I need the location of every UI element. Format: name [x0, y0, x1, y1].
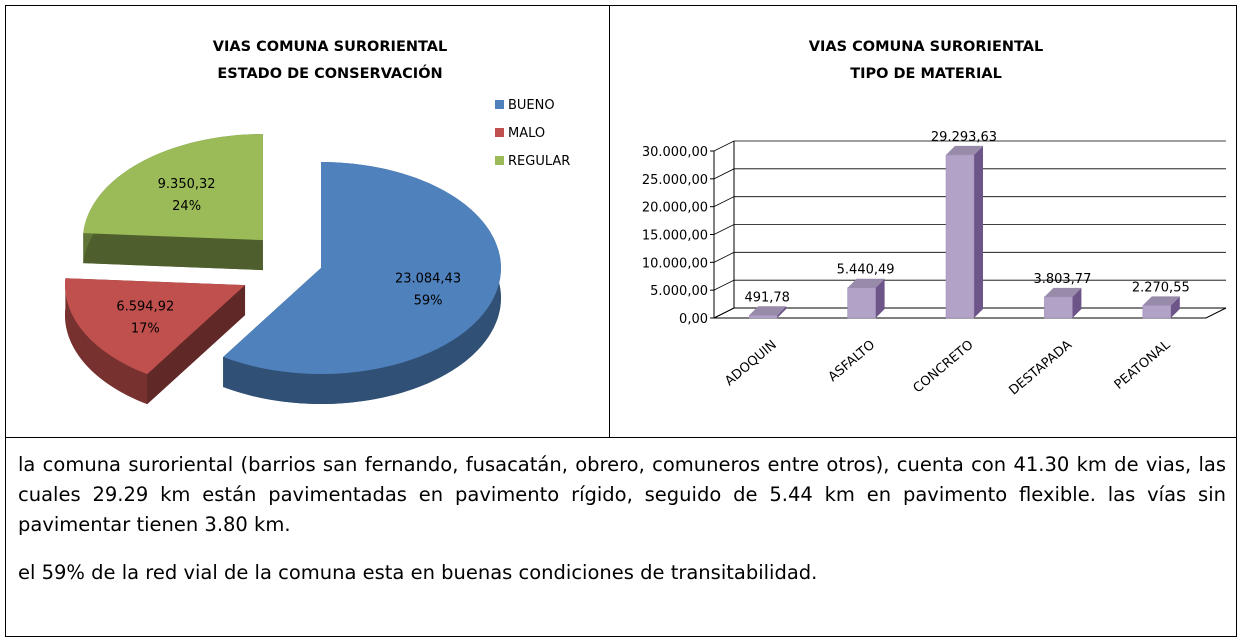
- pie-slice: [223, 162, 501, 375]
- pie-slice: [83, 134, 263, 241]
- paragraph: el 59% de la red vial de la comuna esta …: [18, 561, 818, 584]
- grid-line: [713, 196, 1226, 208]
- pie-subtitle: ESTADO DE CONSERVACIÓN: [217, 64, 442, 82]
- bar-side: [1170, 296, 1180, 318]
- x-tick-label: CONCRETO: [911, 338, 977, 397]
- x-tick-label: DESTAPADA: [1006, 338, 1075, 399]
- data-label: 23.084,43: [395, 272, 461, 287]
- bar: [945, 154, 975, 319]
- charts: VIAS COMUNA SURORIENTAL ESTADO DE CONSER…: [65, 39, 1227, 405]
- y-tick-label: 25.000,00: [642, 173, 708, 188]
- bar: [1142, 305, 1172, 319]
- legend-label: REGULAR: [508, 154, 570, 169]
- data-label: 491,78: [744, 290, 790, 305]
- grid-line: [713, 279, 1226, 291]
- document-table: VIAS COMUNA SURORIENTAL ESTADO DE CONSER…: [5, 5, 1237, 637]
- bar-side: [974, 145, 983, 318]
- grid-line: [713, 168, 1226, 180]
- bar-side: [875, 278, 885, 318]
- legend-swatch: [495, 156, 504, 165]
- legend-label: MALO: [508, 126, 545, 141]
- y-tick-label: 15.000,00: [642, 229, 708, 244]
- legend-swatch: [495, 100, 504, 109]
- data-label: 2.270,55: [1132, 280, 1190, 295]
- bar-top: [749, 306, 787, 316]
- legend-label: BUENO: [508, 98, 555, 113]
- data-label: 5.440,49: [837, 263, 895, 278]
- x-tick-label: PEATONAL: [1112, 337, 1174, 393]
- grid-line: [713, 140, 1226, 152]
- bar: [748, 315, 778, 319]
- y-tick-label: 20.000,00: [642, 201, 708, 216]
- bar: [847, 287, 876, 319]
- paragraph: la comuna suroriental (barrios san ferna…: [18, 453, 1226, 536]
- legend-swatch: [495, 128, 504, 137]
- y-tick-label: 10.000,00: [642, 256, 708, 271]
- percent-label: 17%: [131, 322, 160, 337]
- column-divider: [609, 6, 610, 437]
- x-tick-label: ASFALTO: [826, 338, 879, 385]
- bar-top: [1044, 287, 1082, 297]
- grid-line: [713, 251, 1226, 263]
- bar: [1044, 296, 1073, 319]
- slice-wall: [147, 285, 246, 405]
- data-label: 3.803,77: [1033, 272, 1091, 287]
- bar-top: [1142, 296, 1180, 306]
- slice-wall: [83, 233, 263, 271]
- body-text: la comuna suroriental (barrios san ferna…: [18, 450, 1226, 606]
- data-label: 6.594,92: [116, 300, 174, 315]
- y-tick-label: 5.000,00: [650, 284, 708, 299]
- data-label: 29.293,63: [931, 130, 997, 145]
- bar-side: [1072, 287, 1082, 318]
- bar-top: [847, 278, 885, 288]
- bar-subtitle: TIPO DE MATERIAL: [850, 66, 1002, 82]
- slice-rim: [223, 162, 501, 404]
- bar-title: VIAS COMUNA SURORIENTAL: [809, 39, 1043, 55]
- y-tick-label: 30.000,00: [642, 145, 708, 160]
- data-label: 9.350,32: [158, 177, 216, 192]
- percent-label: 59%: [414, 294, 443, 309]
- bar-group: [748, 306, 787, 319]
- grid-line: [713, 224, 1226, 235]
- pie-title: VIAS COMUNA SURORIENTAL: [213, 39, 447, 55]
- slice-rim: [65, 278, 148, 405]
- bar-group: [945, 145, 983, 319]
- bar-side: [777, 306, 787, 318]
- y-tick-label: 0,00: [679, 312, 708, 327]
- bar-group: [847, 278, 885, 319]
- percent-label: 24%: [172, 199, 201, 214]
- chart-row: VIAS COMUNA SURORIENTAL ESTADO DE CONSER…: [6, 6, 1236, 438]
- x-tick-label: ADOQUIN: [722, 338, 779, 390]
- pie-slice: [65, 278, 246, 375]
- bar-group: [1044, 287, 1082, 319]
- bar-group: [1142, 296, 1180, 319]
- bar-top: [946, 145, 983, 155]
